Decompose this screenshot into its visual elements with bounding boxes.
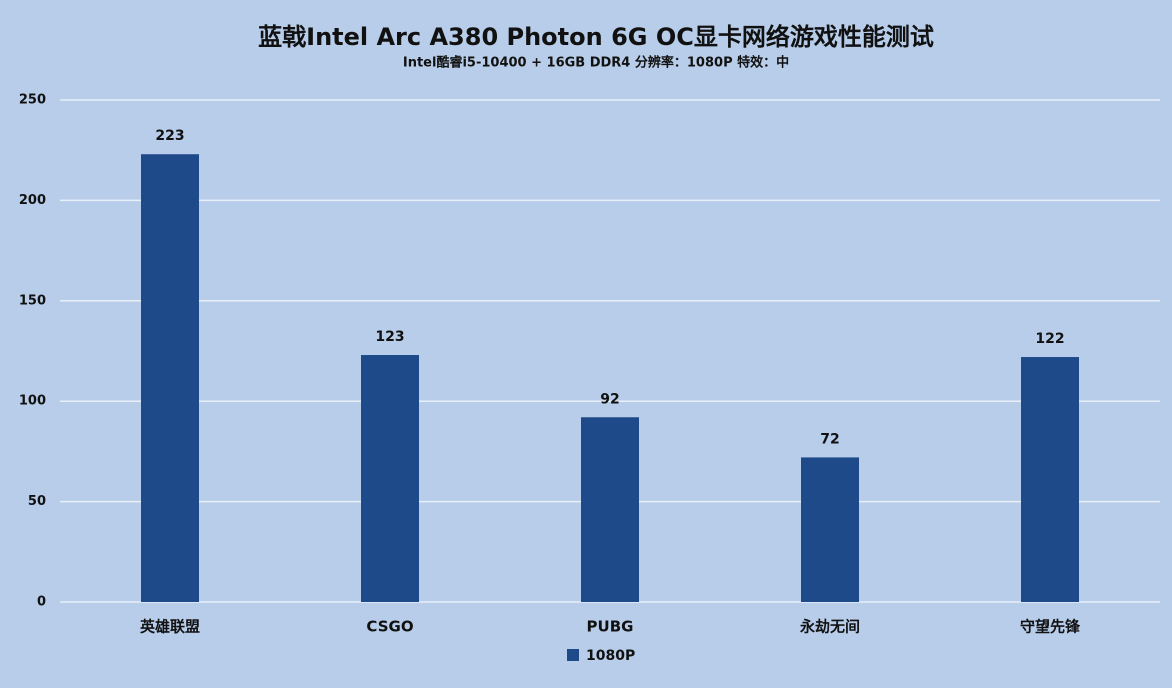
bar xyxy=(1021,357,1079,602)
x-tick-label: 永劫无间 xyxy=(799,618,860,636)
y-tick-label: 100 xyxy=(19,394,46,409)
chart-title: 蓝戟Intel Arc A380 Photon 6G OC显卡网络游戏性能测试 xyxy=(258,23,934,51)
x-tick-label: 守望先锋 xyxy=(1020,618,1081,636)
y-tick-label: 150 xyxy=(19,293,46,308)
legend-label: 1080P xyxy=(586,648,635,664)
y-tick-label: 0 xyxy=(37,595,46,610)
x-tick-label: CSGO xyxy=(366,618,413,636)
y-tick-label: 250 xyxy=(19,93,46,108)
bar xyxy=(361,355,419,602)
data-label: 92 xyxy=(600,391,619,407)
legend-swatch xyxy=(567,649,579,661)
data-label: 223 xyxy=(155,128,184,144)
data-label: 72 xyxy=(820,431,839,447)
y-tick-label: 50 xyxy=(28,494,46,509)
y-tick-label: 200 xyxy=(19,193,46,208)
bar xyxy=(581,417,639,602)
chart-subtitle: Intel酷睿i5-10400 + 16GB DDR4 分辨率：1080P 特效… xyxy=(403,55,789,71)
bar xyxy=(141,154,199,602)
data-label: 123 xyxy=(375,329,404,345)
data-label: 122 xyxy=(1035,331,1064,347)
x-tick-label: 英雄联盟 xyxy=(140,618,200,636)
x-tick-label: PUBG xyxy=(587,618,634,636)
bar xyxy=(801,457,859,602)
